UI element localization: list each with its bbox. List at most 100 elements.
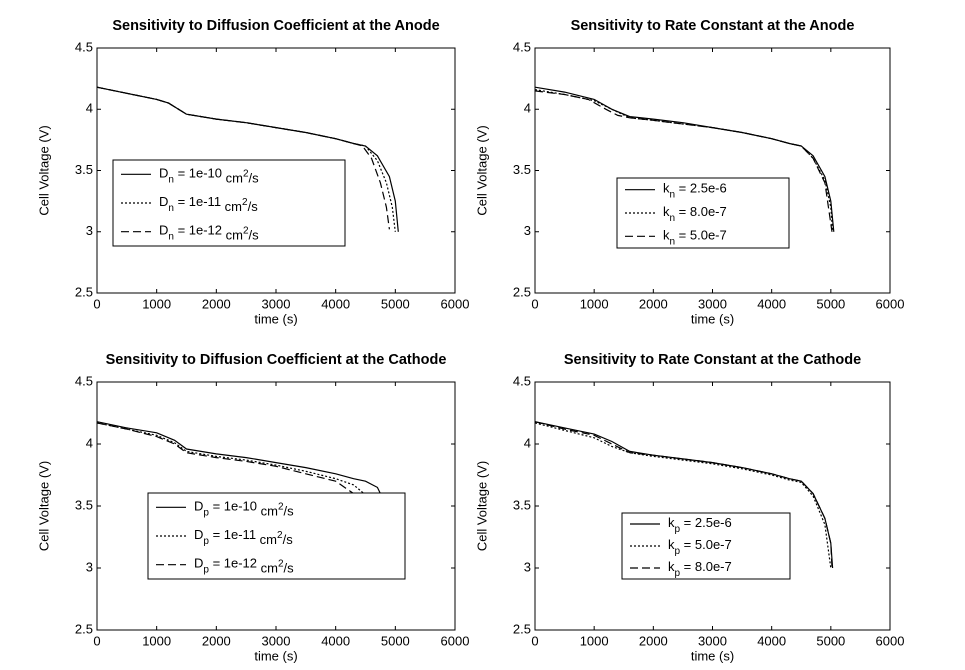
x-tick-label: 5000 <box>381 296 410 311</box>
x-tick-label: 2000 <box>202 296 231 311</box>
x-tick-label: 1000 <box>580 296 609 311</box>
legend-text-part: 2 <box>243 225 249 236</box>
y-axis-label: Cell Voltage (V) <box>36 461 51 551</box>
x-axis-label: time (s) <box>254 311 297 326</box>
legend-text-part: 2 <box>242 197 248 208</box>
x-tick-label: 4000 <box>757 296 786 311</box>
legend-text-part: 2 <box>278 501 284 512</box>
data-line <box>534 421 833 569</box>
legend-text-part: = 1e-10 <box>174 166 226 181</box>
y-tick-label: 3 <box>524 559 531 574</box>
legend-text-part: n <box>670 236 676 247</box>
data-line <box>96 422 378 569</box>
legend-text-part: k <box>663 204 670 219</box>
legend-text-part: 2 <box>277 530 283 541</box>
legend-text-part: p <box>675 524 681 535</box>
legend-text-part: p <box>675 568 681 579</box>
legend-label: kn = 2.5e-6 <box>663 181 727 200</box>
data-line <box>534 90 833 232</box>
legend-text-part: = 8.0e-7 <box>680 559 732 574</box>
x-tick-label: 6000 <box>876 296 905 311</box>
legend-box <box>112 159 346 247</box>
legend-text-part: /s <box>249 171 260 186</box>
legend-label: Dn = 1e-11 cm2/s <box>159 194 258 214</box>
legend-text-part: = 5.0e-7 <box>675 228 727 243</box>
legend-text-part: = 1e-12 <box>209 556 261 571</box>
legend-text-part: p <box>203 564 209 575</box>
legend-text-part: D <box>194 527 203 542</box>
legend-text-part: /s <box>248 199 259 214</box>
legend-label: kp = 8.0e-7 <box>668 559 732 578</box>
plot-frame <box>534 47 891 294</box>
x-tick-label: 6000 <box>441 296 470 311</box>
x-tick-label: 6000 <box>441 633 470 648</box>
legend-text-part: cm <box>261 504 278 519</box>
legend-text-part: cm <box>260 532 277 547</box>
legend-text-part: k <box>668 537 675 552</box>
y-tick-label: 2.5 <box>513 621 531 636</box>
x-tick-label: 4000 <box>757 633 786 648</box>
legend-text-part: k <box>668 515 675 530</box>
x-tick-label: 3000 <box>698 633 727 648</box>
y-tick-label: 4 <box>86 101 93 116</box>
legend-text-part: 2 <box>278 558 284 569</box>
legend-text-part: D <box>159 166 168 181</box>
legend-label: Dp = 1e-10 cm2/s <box>194 499 294 519</box>
legend-text-part: n <box>168 231 174 242</box>
y-tick-label: 3 <box>524 223 531 238</box>
legend-text-part: n <box>670 189 676 200</box>
legend-label: Dn = 1e-12 cm2/s <box>159 223 259 243</box>
y-tick-label: 4 <box>86 435 93 450</box>
y-tick-label: 4.5 <box>75 373 93 388</box>
legend-box <box>147 492 406 580</box>
legend-label: kn = 5.0e-7 <box>663 228 727 247</box>
x-tick-label: 5000 <box>816 296 845 311</box>
data-line <box>96 86 396 232</box>
y-tick-label: 4 <box>524 435 531 450</box>
legend-text-part: = 1e-11 <box>209 527 260 542</box>
legend-text-part: p <box>203 507 209 518</box>
x-tick-label: 1000 <box>142 633 171 648</box>
legend-text-part: cm <box>261 561 278 576</box>
legend-label: Dp = 1e-12 cm2/s <box>194 556 294 576</box>
legend-text-part: /s <box>283 532 294 547</box>
x-tick-label: 2000 <box>202 633 231 648</box>
y-tick-label: 2.5 <box>513 284 531 299</box>
legend-text-part: /s <box>249 228 260 243</box>
y-tick-label: 4.5 <box>513 373 531 388</box>
x-tick-label: 0 <box>531 296 538 311</box>
legend-text-part: cm <box>225 199 242 214</box>
legend-text-part: n <box>168 203 174 214</box>
x-tick-label: 0 <box>93 633 100 648</box>
x-tick-label: 0 <box>93 296 100 311</box>
legend-text-part: = 1e-10 <box>209 499 261 514</box>
x-tick-label: 3000 <box>262 296 291 311</box>
y-tick-label: 4 <box>524 101 531 116</box>
chart-title: Sensitivity to Rate Constant at the Anod… <box>571 18 855 34</box>
legend-label: Dn = 1e-10 cm2/s <box>159 166 259 186</box>
y-tick-label: 3.5 <box>75 497 93 512</box>
x-tick-label: 5000 <box>381 633 410 648</box>
legend-label: kp = 2.5e-6 <box>668 515 732 534</box>
x-axis-label: time (s) <box>691 311 734 326</box>
legend-text-part: cm <box>226 228 243 243</box>
x-tick-label: 3000 <box>262 633 291 648</box>
legend-text-part: = 5.0e-7 <box>680 537 732 552</box>
x-axis-label: time (s) <box>691 648 734 663</box>
legend-text-part: = 1e-12 <box>174 223 226 238</box>
y-axis-label: Cell Voltage (V) <box>474 125 489 215</box>
x-tick-label: 5000 <box>816 633 845 648</box>
chart-title: Sensitivity to Diffusion Coefficient at … <box>106 352 447 368</box>
y-tick-label: 3.5 <box>513 162 531 177</box>
legend-text-part: /s <box>284 504 295 519</box>
data-line <box>96 86 390 230</box>
legend-text-part: k <box>663 228 670 243</box>
plot-frame <box>534 381 891 631</box>
x-tick-label: 0 <box>531 633 538 648</box>
x-tick-label: 4000 <box>321 296 350 311</box>
legend-text-part: = 1e-11 <box>174 194 225 209</box>
y-tick-label: 3.5 <box>75 162 93 177</box>
legend-text-part: D <box>194 499 203 514</box>
legend-text-part: k <box>663 181 670 196</box>
